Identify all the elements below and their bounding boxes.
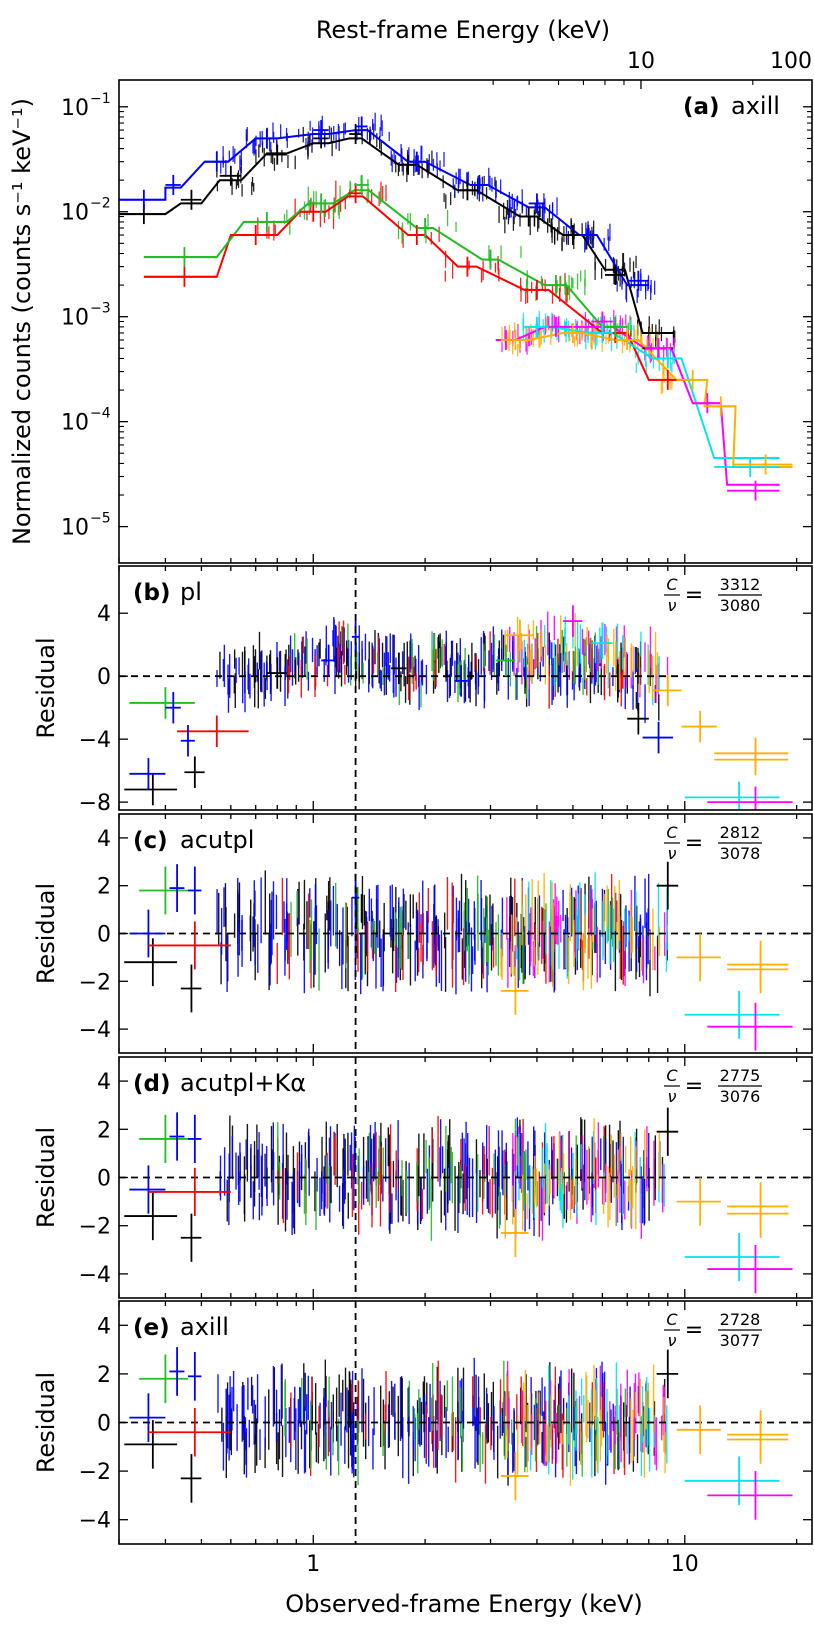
stat-dof-value: 3078 (720, 844, 761, 863)
y-tick-label-exponent: −1 (90, 91, 111, 107)
stat-dof-value: 3076 (720, 1087, 761, 1106)
panel-model-label: axill (731, 92, 780, 120)
y-tick-label-exponent: −2 (90, 196, 111, 212)
panel-c-plot-area (119, 814, 812, 1053)
y-tick-label-base: 10 (61, 516, 89, 541)
panel-model-label: acutpl (180, 826, 254, 854)
model-curve-series-0 (119, 137, 674, 334)
y-tick-label: −4 (79, 1263, 111, 1288)
y-axis-label-residual: Residual (32, 1127, 60, 1228)
y-tick-label: −2 (79, 1460, 111, 1485)
y-tick-label-exponent: −4 (90, 406, 111, 422)
y-tick-label-base: 10 (61, 201, 89, 226)
stat-c-value: 2812 (720, 823, 761, 842)
y-tick-label: −2 (79, 1215, 111, 1240)
top-axis-tick-label: 100 (770, 49, 812, 74)
stat-c-value: 2728 (720, 1310, 761, 1329)
y-axis-label-residual: Residual (32, 637, 60, 738)
stat-symbol-nu: ν (668, 1087, 677, 1106)
panel-tag: (b) (133, 580, 171, 606)
panel-b-frame (118, 565, 813, 811)
panel-d-plot-area (119, 1057, 812, 1298)
panel-tag: (c) (133, 828, 168, 854)
y-axis-label-residual: Residual (32, 883, 60, 984)
y-tick-label-base: 10 (61, 411, 89, 436)
stat-dof-value: 3080 (720, 596, 761, 615)
stat-dof-value: 3077 (720, 1331, 761, 1350)
top-axis-tick-label: 10 (627, 49, 655, 74)
x-axis-label: Observed-frame Energy (keV) (285, 1590, 643, 1618)
stat-equals: = (685, 831, 703, 856)
y-tick-label: −8 (79, 791, 111, 816)
model-curve-series-4 (495, 325, 780, 486)
panel-b-plot-area (119, 566, 812, 810)
y-tick-label: 2 (97, 1118, 111, 1143)
stat-equals: = (685, 1074, 703, 1099)
y-tick-label: 4 (97, 602, 111, 627)
y-axis-label-counts: Normalized counts (counts s⁻¹ keV⁻¹) (8, 98, 36, 545)
stat-symbol-c: C (666, 575, 678, 594)
y-tick-label: 0 (97, 1167, 111, 1192)
y-tick-label-exponent: −3 (90, 301, 111, 317)
y-tick-label: −4 (79, 1018, 111, 1043)
y-tick-label: 0 (97, 1412, 111, 1437)
y-tick-label: 0 (97, 665, 111, 690)
stat-symbol-nu: ν (668, 596, 677, 615)
panel-model-label: axill (180, 1313, 229, 1341)
y-tick-label: 4 (97, 827, 111, 852)
y-tick-label: −4 (79, 728, 111, 753)
panel-tag: (e) (133, 1315, 170, 1341)
panel-model-label: acutpl+Kα (180, 1069, 306, 1097)
panel-e-plot-area (119, 1301, 812, 1544)
frames-layer (118, 79, 813, 1545)
y-tick-label: 2 (97, 1363, 111, 1388)
y-tick-label: 4 (97, 1070, 111, 1095)
data-layer (119, 112, 812, 1544)
y-tick-label: −2 (79, 970, 111, 995)
stat-symbol-c: C (666, 823, 678, 842)
y-tick-label-base: 10 (61, 96, 89, 121)
y-tick-label: 2 (97, 875, 111, 900)
stat-symbol-nu: ν (668, 1331, 677, 1350)
x-tick-label: 1 (306, 1552, 320, 1577)
model-curve-series-6 (500, 332, 793, 468)
panel-tag: (a) (683, 94, 720, 120)
stat-symbol-nu: ν (668, 844, 677, 863)
y-tick-label-base: 10 (61, 306, 89, 331)
panel-tag: (d) (133, 1071, 171, 1097)
panel-model-label: pl (180, 578, 202, 606)
stat-symbol-c: C (666, 1066, 678, 1085)
y-tick-label: 0 (97, 923, 111, 948)
stat-equals: = (685, 583, 703, 608)
stat-equals: = (685, 1318, 703, 1343)
top-axis-label: Rest-frame Energy (keV) (316, 16, 610, 44)
x-tick-label: 10 (671, 1552, 699, 1577)
panel-a-plot-area (119, 112, 793, 501)
model-curve-series-3 (143, 189, 628, 328)
stat-c-value: 2775 (720, 1066, 761, 1085)
y-tick-label: −4 (79, 1509, 111, 1534)
model-curve-series-2 (143, 195, 685, 381)
stat-symbol-c: C (666, 1310, 678, 1329)
y-axis-label-residual: Residual (32, 1372, 60, 1473)
y-tick-label: 4 (97, 1314, 111, 1339)
stat-c-value: 3312 (720, 575, 761, 594)
y-tick-label-exponent: −5 (90, 511, 111, 527)
